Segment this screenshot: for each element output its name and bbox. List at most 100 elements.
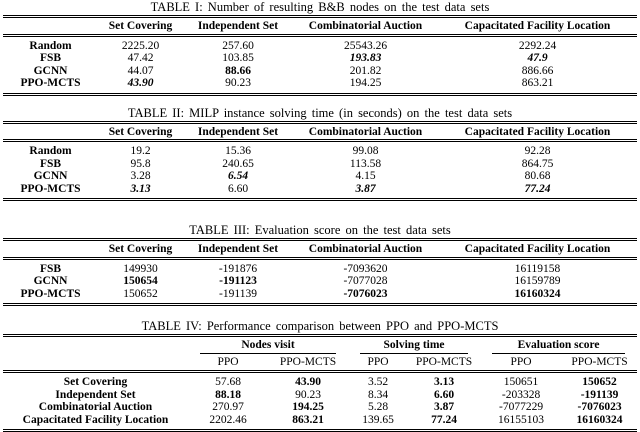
table-row: Capacitated Facility Location 2202.46 863.… bbox=[3, 414, 637, 431]
table-cell: 886.66 bbox=[521, 64, 554, 77]
col-header-set-covering: Set Covering bbox=[98, 122, 183, 142]
table-cell: 88.18 bbox=[215, 388, 241, 401]
table-cell: 15.36 bbox=[225, 145, 251, 157]
table-cell: 19.2 bbox=[130, 145, 151, 157]
table-cell: 201.82 bbox=[349, 64, 382, 77]
table-cell: 3.13 bbox=[130, 182, 151, 195]
corner-cell bbox=[3, 353, 188, 373]
table-cell: 47.42 bbox=[127, 52, 154, 64]
row-label: PPO-MCTS bbox=[20, 287, 81, 300]
corner-cell bbox=[3, 239, 98, 260]
table-iv-caption: TABLE IV: Performance comparison between… bbox=[141, 319, 499, 333]
table-cell: 88.66 bbox=[225, 64, 251, 77]
table-cell: 90.23 bbox=[295, 388, 321, 401]
table-iii: Set Covering Independent Set Combinatori… bbox=[3, 238, 637, 306]
col-header-independent-set: Independent Set bbox=[183, 239, 293, 260]
subcol-header-ppo: PPO bbox=[348, 353, 409, 373]
table-cell: 2225.20 bbox=[121, 39, 160, 52]
table-cell: 2292.24 bbox=[518, 39, 557, 52]
table-cell: 150651 bbox=[503, 376, 539, 388]
subcol-header-ppo-mcts: PPO-MCTS bbox=[562, 353, 638, 373]
table-iii-caption: TABLE III: Evaluation score on the test … bbox=[189, 223, 451, 237]
table-cell: 77.24 bbox=[431, 413, 457, 426]
table-ii-section: TABLE II: MILP instance solving time (in… bbox=[3, 105, 637, 201]
header-row: Set Covering Independent Set Combinatori… bbox=[3, 16, 637, 37]
table-cell: 6.54 bbox=[227, 170, 249, 182]
table-cell: 113.58 bbox=[349, 157, 382, 170]
table-cell: 3.52 bbox=[367, 376, 389, 388]
group-header-nodes-visit: Nodes visit bbox=[188, 336, 348, 354]
corner-cell bbox=[3, 122, 98, 142]
table-row: Combinatorial Auction 270.97 194.25 5.28 3.8… bbox=[3, 401, 637, 414]
table-row: Independent Set 88.18 90.23 8.34 6.60 -203328… bbox=[3, 389, 637, 402]
table-cell: 863.21 bbox=[521, 77, 554, 89]
table-row: PPO-MCTS 150652 -191139 -7076023 16160324 bbox=[3, 288, 637, 305]
table-row: Random 19.2 15.36 99.08 92.28 bbox=[3, 141, 637, 158]
table-cell: -203328 bbox=[501, 388, 541, 401]
table-cell: 4.15 bbox=[355, 170, 376, 182]
table-cell: 92.28 bbox=[524, 145, 551, 157]
table-cell: -191123 bbox=[219, 275, 257, 287]
table-cell: 43.90 bbox=[127, 77, 154, 89]
table-cell: 16159789 bbox=[514, 275, 561, 287]
table-iv-section: TABLE IV: Performance comparison between… bbox=[3, 319, 638, 432]
col-header-capacitated-facility-location: Capacitated Facility Location bbox=[438, 122, 637, 142]
row-label: Set Covering bbox=[63, 376, 128, 388]
table-cell: 3.87 bbox=[433, 401, 455, 413]
group-header-solving-time: Solving time bbox=[348, 336, 480, 354]
table-cell: 194.25 bbox=[349, 77, 382, 89]
table-row: GCNN 3.28 6.54 4.15 80.68 bbox=[3, 170, 637, 183]
table-cell: 150652 bbox=[123, 287, 158, 300]
col-header-combinatorial-auction: Combinatorial Auction bbox=[293, 16, 438, 37]
table-cell: 863.21 bbox=[292, 413, 324, 426]
table-cell: 47.9 bbox=[527, 52, 548, 64]
group-header-evaluation-score: Evaluation score bbox=[480, 336, 637, 354]
table-cell: -7093620 bbox=[343, 262, 388, 275]
table-cell: -7077229 bbox=[498, 401, 544, 413]
group-header-label: Nodes visit bbox=[200, 339, 337, 354]
subcol-header-ppo-mcts: PPO-MCTS bbox=[268, 353, 349, 373]
table-cell: 6.60 bbox=[227, 182, 249, 195]
table-cell: 3.87 bbox=[355, 182, 376, 195]
row-label: PPO-MCTS bbox=[20, 182, 81, 195]
table-cell: 193.83 bbox=[349, 52, 382, 64]
table-cell: 57.68 bbox=[215, 376, 241, 388]
group-header-row: Nodes visit Solving time Evaluation scor… bbox=[3, 336, 637, 354]
table-row: FSB 149930 -191876 -7093620 16119158 bbox=[3, 258, 637, 275]
row-label: FSB bbox=[39, 157, 62, 170]
corner-cell bbox=[3, 336, 188, 354]
table-cell: 77.24 bbox=[524, 182, 551, 195]
table-iv: Nodes visit Solving time Evaluation scor… bbox=[3, 334, 638, 432]
table-cell: 3.28 bbox=[130, 170, 151, 182]
table-ii-caption: TABLE II: MILP instance solving time (in… bbox=[127, 105, 513, 120]
col-header-independent-set: Independent Set bbox=[183, 122, 293, 142]
subcol-header-ppo: PPO bbox=[188, 353, 268, 373]
table-cell: 150654 bbox=[123, 275, 158, 287]
table-cell: -191139 bbox=[580, 388, 619, 401]
table-cell: -7076023 bbox=[343, 287, 388, 300]
table-cell: 44.07 bbox=[127, 64, 154, 77]
row-label: GCNN bbox=[33, 275, 68, 287]
table-row: GCNN 150654 -191123 -7077028 16159789 bbox=[3, 275, 637, 288]
table-cell: -191876 bbox=[218, 262, 258, 275]
table-i: Set Covering Independent Set Combinatori… bbox=[3, 15, 637, 96]
row-label: FSB bbox=[39, 52, 62, 64]
table-cell: 43.90 bbox=[295, 376, 321, 388]
row-label: PPO-MCTS bbox=[20, 77, 81, 89]
col-header-combinatorial-auction: Combinatorial Auction bbox=[293, 122, 438, 142]
header-row: Set Covering Independent Set Combinatori… bbox=[3, 122, 637, 142]
table-row: Set Covering 57.68 43.90 3.52 3.13 150651 1506… bbox=[3, 372, 637, 389]
col-header-capacitated-facility-location: Capacitated Facility Location bbox=[438, 239, 637, 260]
row-label: Random bbox=[29, 145, 72, 157]
group-header-label: Solving time bbox=[360, 339, 469, 354]
table-cell: 149930 bbox=[123, 262, 158, 275]
table-cell: 864.75 bbox=[521, 157, 554, 170]
table-cell: 16160324 bbox=[576, 413, 623, 426]
row-label: GCNN bbox=[33, 170, 68, 182]
subheader-row: PPO PPO-MCTS PPO PPO-MCTS PPO PPO-MCTS bbox=[3, 353, 638, 373]
header-row: Set Covering Independent Set Combinatori… bbox=[3, 239, 637, 260]
table-ii: Set Covering Independent Set Combinatori… bbox=[3, 120, 637, 201]
table-cell: 139.65 bbox=[362, 413, 394, 426]
row-label: GCNN bbox=[33, 64, 68, 77]
table-cell: 270.97 bbox=[212, 401, 244, 413]
